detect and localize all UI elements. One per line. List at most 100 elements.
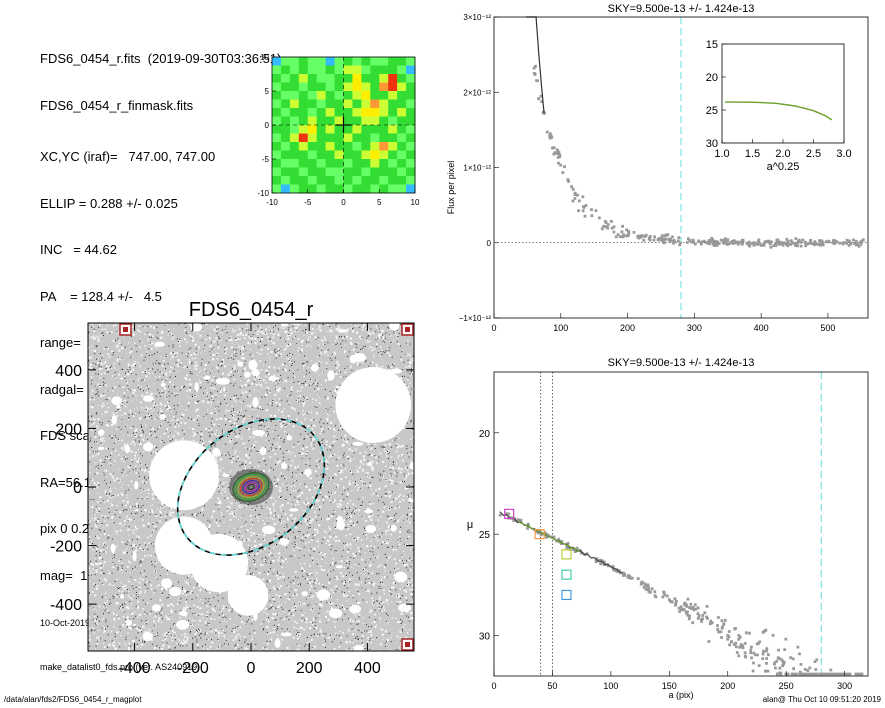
heatmap-cell <box>379 74 389 83</box>
heatmap-cell <box>307 176 318 185</box>
image-mask-blob <box>142 442 154 452</box>
image-mask-blob <box>124 444 131 453</box>
heatmap-ytick-label: -10 <box>257 189 269 198</box>
heatmap-cell <box>325 159 335 168</box>
heatmap-cell <box>289 57 300 66</box>
image-mask-blob <box>353 644 364 651</box>
heatmap-cell <box>280 159 291 168</box>
heatmap-cell <box>307 91 318 100</box>
heatmap-cell <box>379 176 389 185</box>
heatmap-cell <box>325 74 335 83</box>
heatmap-cell <box>397 99 407 109</box>
flux-ytick-label: 1×10⁻¹² <box>463 164 491 173</box>
heatmap-cell <box>397 159 407 168</box>
heatmap-cell <box>298 142 309 151</box>
heatmap-cell <box>316 74 327 83</box>
heatmap-cell <box>334 184 344 194</box>
heatmap-cell <box>388 142 398 151</box>
flux-ytick-label: 2×10⁻¹² <box>463 88 491 97</box>
heatmap-cell <box>361 176 371 185</box>
heatmap-cell <box>352 99 362 109</box>
image-mask-blob <box>111 415 118 425</box>
flux-xtick-label: 500 <box>820 323 835 333</box>
heatmap-cell <box>280 167 291 177</box>
heatmap-cell <box>307 99 318 109</box>
heatmap-cell <box>397 184 407 194</box>
image-mask-blob <box>274 639 281 648</box>
heatmap-cell <box>316 159 327 168</box>
heatmap-cell <box>272 159 282 168</box>
inset-xtick-label: 1.0 <box>714 148 729 160</box>
heatmap-cell <box>343 176 353 185</box>
image-mask-blob <box>160 382 166 387</box>
heatmap-cell <box>325 82 335 92</box>
heatmap-cell <box>343 57 353 66</box>
image-mask-blob <box>215 377 230 385</box>
image-mask-blob <box>394 571 408 583</box>
heatmap-cell <box>316 142 327 151</box>
image-mask-blob <box>316 589 330 601</box>
image-mask-blob <box>364 509 374 514</box>
heatmap-cell <box>325 133 335 143</box>
heatmap-cell <box>307 150 318 160</box>
heatmap-cell <box>334 65 344 75</box>
info-line-pa: PA = 128.4 +/- 4.5 <box>40 288 162 304</box>
image-mask-blob <box>97 429 105 436</box>
image-mask-blob <box>353 352 366 363</box>
info-line-inc: INC = 44.62 <box>40 242 117 257</box>
image-mask-blob <box>159 414 167 420</box>
heatmap-cell <box>388 108 398 117</box>
heatmap-cell <box>361 184 371 194</box>
heatmap-cell <box>272 184 282 194</box>
flux-xtick-label: 400 <box>754 323 769 333</box>
heatmap-cell <box>289 82 300 92</box>
heatmap-cell <box>289 142 300 151</box>
heatmap-cell <box>370 108 380 117</box>
heatmap-cell <box>325 167 335 177</box>
flux-ylabel: Flux per pixel <box>446 161 456 215</box>
galaxy-isophote <box>244 481 258 493</box>
heatmap-cell <box>361 74 371 83</box>
inset-xtick-label: 1.5 <box>745 148 760 160</box>
heatmap-cell <box>379 91 389 100</box>
heatmap-cell <box>379 65 389 75</box>
heatmap-cell <box>397 74 407 83</box>
image-mask-blob <box>248 359 258 371</box>
heatmap-cell <box>370 116 380 126</box>
galaxy-isophote <box>239 478 263 496</box>
heatmap-cell <box>298 184 309 194</box>
heatmap-cell <box>307 74 318 83</box>
heatmap-cell <box>289 116 300 126</box>
heatmap-cell <box>289 159 300 168</box>
heatmap-cell <box>343 108 353 117</box>
heatmap-cell <box>307 116 318 126</box>
heatmap-cell <box>316 150 327 160</box>
heatmap-cell <box>352 150 362 160</box>
galaxy-isophote <box>237 476 265 498</box>
inset-xtick-label: 3.0 <box>836 148 851 160</box>
heatmap-cell <box>289 108 300 117</box>
heatmap-cell <box>289 74 300 83</box>
heatmap-cell <box>307 125 318 134</box>
heatmap-cell <box>352 142 362 151</box>
flux-ytick-label: −1×10⁻¹² <box>459 314 492 323</box>
heatmap-cell <box>352 184 362 194</box>
image-mask-blob <box>154 341 165 347</box>
heatmap-cell <box>343 167 353 177</box>
image-mask-blob <box>288 508 299 512</box>
info-line-file: FDS6_0454_r.fits (2019-09-30T03:36:51) <box>40 51 282 66</box>
heatmap-cell <box>388 57 398 66</box>
heatmap-xtick-label: -5 <box>304 198 312 207</box>
mu-xtick-label: 100 <box>603 681 618 691</box>
heatmap-cell <box>361 65 371 75</box>
heatmap-cell <box>325 91 335 100</box>
image-mask-blob <box>222 473 230 478</box>
heatmap-cell <box>343 82 353 92</box>
image-ytick-label: 400 <box>55 363 82 380</box>
heatmap-cell <box>406 99 416 109</box>
heatmap-cell <box>316 184 327 194</box>
mu-xtick-label: 0 <box>491 681 496 691</box>
heatmap-cell <box>316 167 327 177</box>
mu-scatter-points <box>498 512 864 676</box>
image-mask-blob <box>408 498 414 503</box>
